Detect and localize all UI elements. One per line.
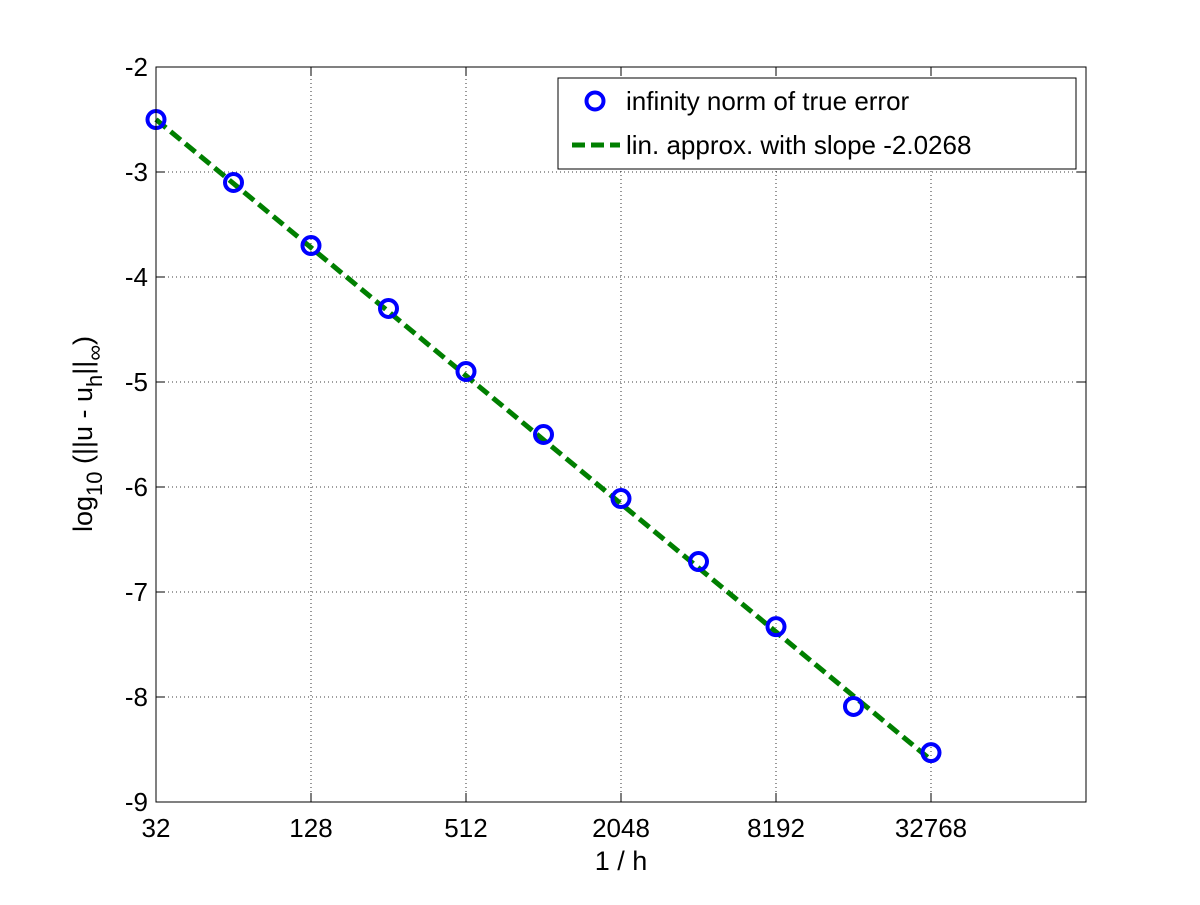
y-label-close-paren: ) xyxy=(68,336,98,345)
x-tick-label: 32768 xyxy=(895,813,967,843)
data-point-error xyxy=(610,488,632,510)
data-point-error xyxy=(843,695,864,717)
legend-label-error: infinity norm of true error xyxy=(626,86,910,116)
y-label-norm: (||u - u xyxy=(68,387,98,472)
x-tick-label: 2048 xyxy=(592,813,650,843)
legend-label-linear-approx: lin. approx. with slope -2.0268 xyxy=(626,130,971,160)
y-tick-label: -9 xyxy=(125,787,148,817)
ticks: 32 128 512 2048 8192 32768 -9 -8 -7 -6 -5 -4 -3 -2 xyxy=(125,52,1086,843)
data-point-error xyxy=(378,298,399,319)
y-tick-label: -7 xyxy=(125,577,148,607)
data-point-error xyxy=(223,172,244,193)
x-tick-label: 128 xyxy=(289,813,332,843)
x-axis-label: 1 / h xyxy=(595,846,648,876)
y-label-infinity-subscript: ∞ xyxy=(82,345,107,361)
y-axis-label: log10 (||u - uh||∞) xyxy=(68,336,107,532)
y-tick-label: -4 xyxy=(125,262,148,292)
series-layer xyxy=(145,109,942,764)
data-point-error xyxy=(688,551,709,573)
legend: infinity norm of true error lin. approx. … xyxy=(557,77,1077,170)
legend-marker-error xyxy=(584,90,606,112)
y-tick-label: -6 xyxy=(125,472,148,502)
data-point-error xyxy=(533,424,554,445)
x-tick-label: 32 xyxy=(142,813,171,843)
y-label-log-base: 10 xyxy=(82,472,107,496)
y-tick-label: -8 xyxy=(125,682,148,712)
data-point-error xyxy=(300,235,322,256)
series-line-linear-approx xyxy=(154,117,933,762)
data-point-error xyxy=(455,361,477,382)
y-tick-label: -3 xyxy=(125,157,148,187)
y-tick-label: -2 xyxy=(125,52,148,82)
x-tick-label: 8192 xyxy=(747,813,805,843)
legend-box xyxy=(557,77,1077,170)
x-tick-label: 512 xyxy=(444,813,487,843)
grid xyxy=(156,67,1086,802)
y-tick-label: -5 xyxy=(125,367,148,397)
y-label-h-subscript: h xyxy=(82,375,107,387)
y-label-log: log xyxy=(68,496,98,532)
data-point-error xyxy=(920,742,942,764)
data-point-error xyxy=(765,616,787,638)
y-label-norm-close: || xyxy=(68,361,98,375)
